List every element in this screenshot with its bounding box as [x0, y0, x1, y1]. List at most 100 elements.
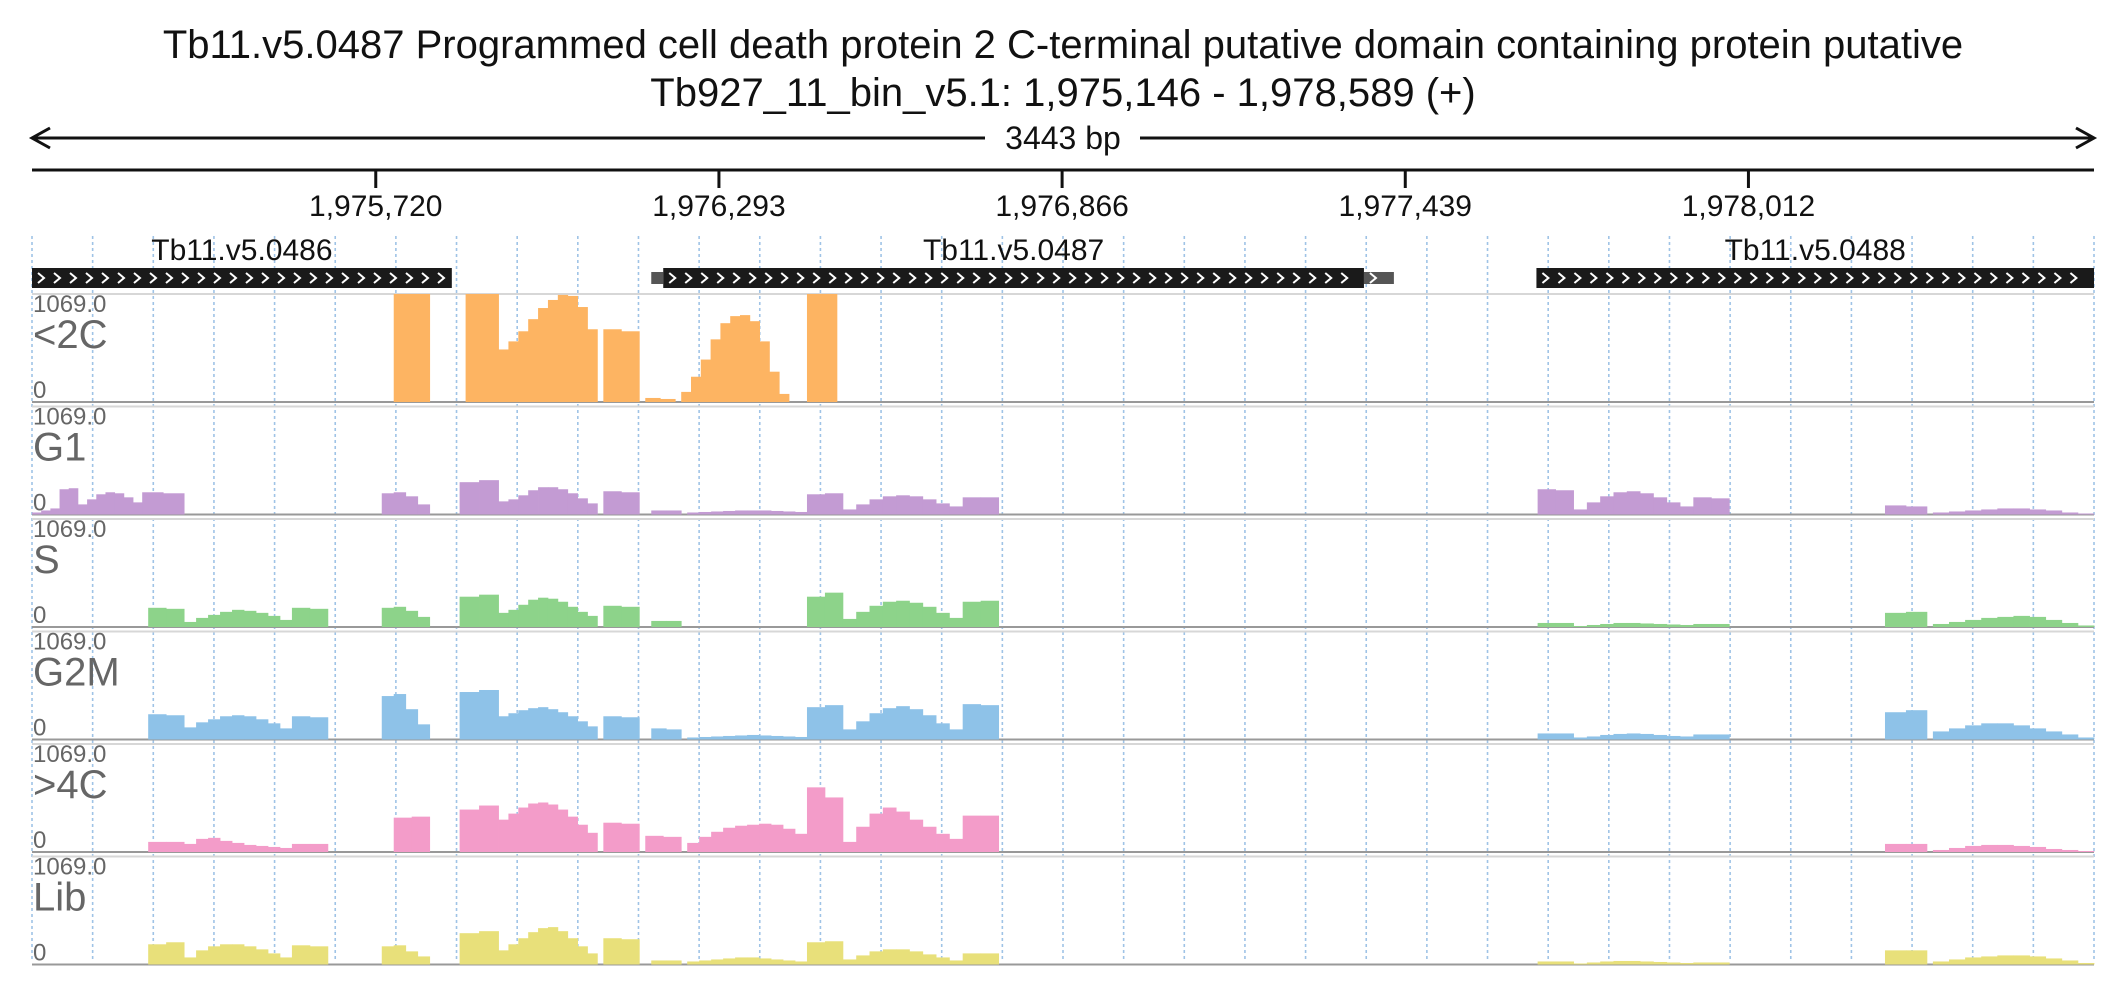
coverage-bar: [417, 724, 431, 740]
axis-tick-label: 1,975,720: [309, 190, 442, 223]
coverage-bar: [518, 331, 529, 402]
strand-arrow: [924, 272, 933, 284]
coverage-bar: [148, 841, 167, 852]
strand-arrow: [1589, 272, 1598, 284]
coverage-bar: [882, 601, 897, 627]
coverage-bar: [587, 329, 598, 402]
coverage-bar: [2045, 510, 2063, 515]
coverage-bar: [1680, 736, 1694, 740]
strand-arrow: [1196, 272, 1205, 284]
coverage-bar: [909, 819, 924, 852]
coverage-bar: [824, 797, 844, 852]
strand-arrow: [229, 272, 238, 284]
coverage-bar: [1884, 950, 1907, 965]
coverage-bar: [309, 608, 329, 627]
track-scale-max: 1069.0: [33, 629, 106, 656]
coverage-bar: [465, 294, 483, 402]
strand-arrow: [1733, 272, 1742, 284]
coverage-bar: [1680, 962, 1694, 965]
coverage-bar: [255, 719, 269, 740]
coverage-bar: [393, 294, 413, 402]
strand-arrow: [668, 272, 677, 284]
coverage-bar: [882, 807, 897, 852]
strand-arrow: [117, 272, 126, 284]
coverage-bar: [498, 819, 509, 852]
coverage-bar: [459, 809, 480, 852]
track-G1: 1069.0G1 0: [32, 404, 2095, 517]
coverage-bar: [1640, 733, 1654, 740]
axis-ticks: 1,975,720 1,976,293 1,976,866 1,977,439 1,97…: [309, 170, 1815, 223]
coverage-bar: [381, 946, 395, 965]
coverage-bar: [2045, 731, 2063, 740]
coverage-bar: [518, 604, 529, 627]
coverage-bar: [1997, 508, 2014, 515]
coverage-bar: [498, 349, 509, 402]
coverage-bar: [309, 843, 329, 852]
coverage-bar: [1932, 731, 1950, 740]
strand-arrow: [716, 272, 725, 284]
coverage-bar: [405, 610, 419, 627]
span-ruler: 3443 bp: [28, 120, 2098, 156]
coverage-bar: [479, 931, 499, 965]
axis-tick-label: 1,976,293: [652, 190, 785, 223]
strand-arrow: [796, 272, 805, 284]
track-label: Lib: [33, 876, 86, 920]
strand-arrow: [1797, 272, 1806, 284]
coverage-bar: [459, 933, 480, 965]
coverage-bar: [279, 619, 293, 627]
strand-arrow: [1180, 272, 1189, 284]
coverage-bar: [1693, 623, 1712, 627]
coverage-bar: [896, 495, 910, 515]
coverage-bar: [577, 946, 588, 965]
coverage-bar: [869, 605, 884, 627]
coverage-bar: [142, 492, 164, 515]
coverage-bar: [621, 717, 640, 740]
coverage-bar: [2029, 728, 2047, 740]
coverage-bar: [687, 737, 700, 740]
coverage-bar: [794, 511, 808, 515]
coverage-bar: [184, 727, 197, 740]
gene-track: Tb11.v5.0486 Tb11.v5.0487 Tb11.v5.0488: [32, 234, 2094, 288]
gene-block: [32, 268, 452, 288]
coverage-bar: [528, 803, 539, 852]
coverage-bar: [949, 960, 964, 965]
coverage-bar: [279, 728, 293, 740]
coverage-bar: [59, 489, 70, 515]
coverage-bar: [1997, 844, 2014, 852]
coverage-bar: [1640, 623, 1654, 627]
coverage-bar: [806, 942, 826, 965]
strand-arrow: [1228, 272, 1237, 284]
strand-arrow: [2005, 272, 2014, 284]
strand-arrow: [293, 272, 302, 284]
coverage-bar: [547, 709, 559, 740]
coverage-bar: [528, 932, 539, 965]
coverage-bar: [459, 692, 480, 740]
coverage-bar: [459, 482, 480, 515]
strand-arrow: [1845, 272, 1854, 284]
coverage-bar: [208, 837, 221, 852]
strand-arrow: [421, 272, 430, 284]
coverage-bar: [687, 961, 700, 965]
coverage-bar: [962, 815, 982, 852]
coverage-bar: [603, 605, 622, 627]
strand-arrow: [133, 272, 142, 284]
coverage-bar: [1666, 624, 1681, 627]
coverage-bar: [699, 836, 712, 852]
coverage-bar: [1693, 962, 1712, 965]
track-label: S: [33, 538, 60, 582]
coverage-bar: [666, 510, 682, 515]
coverage-bar: [909, 602, 924, 627]
coverage-bar: [1949, 847, 1966, 852]
coverage-bar: [896, 706, 910, 740]
strand-arrow: [2069, 272, 2078, 284]
coverage-bar: [1573, 625, 1588, 627]
coverage-bar: [557, 601, 569, 627]
coverage-bar: [508, 944, 519, 965]
track-scale-min: 0: [33, 827, 46, 854]
coverage-bar: [687, 842, 700, 852]
coverage-bar: [1626, 960, 1641, 965]
coverage-bar: [824, 493, 844, 515]
coverage-bar: [2045, 619, 2063, 627]
coverage-bar: [1573, 963, 1588, 965]
